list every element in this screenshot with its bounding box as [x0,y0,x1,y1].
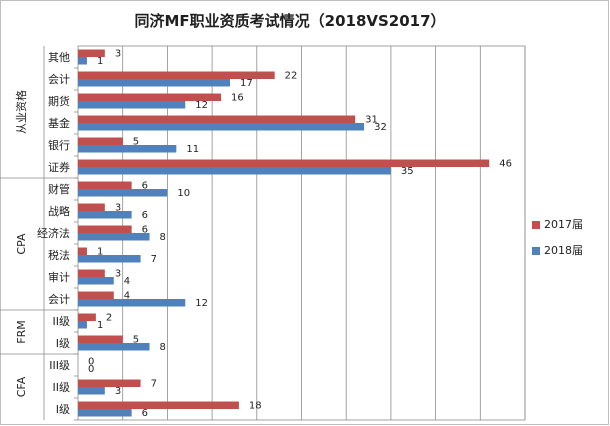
data-label: 0 [88,364,94,375]
bar-2018 [78,123,365,131]
data-label: 1 [97,247,103,258]
data-label: 16 [231,93,244,104]
data-label: 4 [124,276,130,287]
category-label: I级 [56,337,70,350]
category-label: 其他 [48,51,70,64]
bar-2017 [78,93,222,101]
bar-2017 [78,225,132,233]
legend-swatch-2017 [532,221,540,229]
data-label: 2 [106,313,112,324]
legend: 2017届 2018届 [532,218,583,257]
bar-2017 [78,247,87,255]
bar-2017 [78,291,114,299]
data-label: 10 [177,188,190,199]
data-label: 32 [374,122,387,133]
data-label: 7 [151,379,157,390]
data-label: 8 [160,342,166,353]
data-label: 11 [186,144,199,155]
category-label: I级 [56,403,70,416]
bar-2018 [78,255,141,263]
data-label: 18 [249,401,262,412]
category-label: 税法 [48,248,70,262]
bar-2018 [78,277,114,285]
group-label: 从业资格 [14,90,28,134]
bar-2018 [78,167,391,175]
bar-2018 [78,211,132,219]
category-label: II级 [53,315,71,328]
data-label: 17 [240,78,253,89]
data-label: 6 [142,225,148,236]
data-label: 35 [401,166,414,177]
category-label: 会计 [48,293,70,306]
category-label: 审计 [48,270,70,284]
data-label: 3 [115,49,121,60]
data-label: 5 [133,335,139,346]
bar-2017 [78,71,275,79]
data-label: 8 [160,232,166,243]
bar-2018 [78,57,87,65]
data-label: 4 [124,291,130,302]
data-label: 0 [88,357,94,368]
data-label: 22 [285,71,298,82]
category-label: 证券 [48,160,70,174]
category-label: 期货 [48,94,70,108]
data-label: 1 [97,320,103,331]
legend-swatch-2018 [532,247,540,255]
bar-2017 [78,379,141,387]
bar-2017 [78,115,356,123]
category-label: 经济法 [37,226,70,240]
bar-2017 [78,137,123,145]
group-label: CPA [15,233,28,255]
data-label: 3 [115,269,121,280]
bar-2018 [78,387,105,395]
data-label: 7 [151,254,157,265]
bar-2017 [78,335,123,343]
category-label: 财管 [48,182,70,196]
category-label: III级 [49,359,70,372]
bar-2018 [78,79,230,87]
chart-title: 同济MF职业资质考试情况（2018VS2017） [134,12,445,30]
data-label: 6 [142,408,148,419]
data-label: 31 [365,115,378,126]
bar-2018 [78,101,186,109]
group-label: FRM [15,320,28,343]
bar-2018 [78,145,177,153]
bar-2017 [78,181,132,189]
data-label: 3 [115,203,121,214]
category-label: II级 [53,381,71,394]
category-label: 银行 [48,138,70,152]
bar-2017 [78,159,490,167]
group-label: CFA [15,376,28,397]
bar-2018 [78,299,186,307]
bar-2017 [78,49,105,57]
bar-2017 [78,269,105,277]
bar-2018 [78,409,132,417]
legend-label: 2017届 [544,218,583,231]
bar-2017 [78,203,105,211]
data-label: 12 [195,100,208,111]
data-label: 6 [142,181,148,192]
data-label: 6 [142,210,148,221]
category-label: 基金 [48,116,70,130]
bar-2017 [78,313,96,321]
category-label: 战略 [48,204,70,218]
data-label: 46 [499,159,512,170]
data-label: 12 [195,298,208,309]
bar-2018 [78,321,87,329]
bar-2017 [78,401,239,409]
data-label: 5 [133,137,139,148]
bar-2018 [78,189,168,197]
category-label: 会计 [48,73,70,86]
data-label: 3 [115,386,121,397]
bar-2018 [78,233,150,241]
data-label: 1 [97,56,103,67]
bar-2018 [78,343,150,351]
legend-label: 2018届 [544,244,583,257]
